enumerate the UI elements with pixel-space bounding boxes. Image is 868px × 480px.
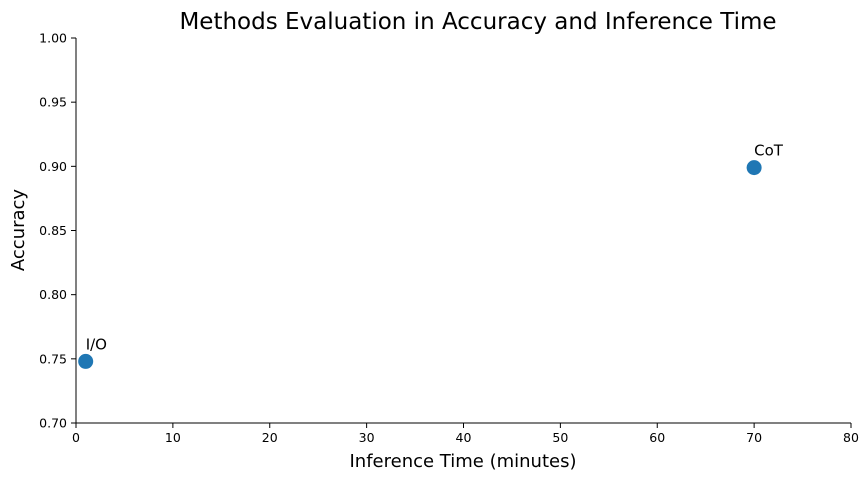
x-tick-label: 10 (165, 430, 181, 445)
x-tick-label: 40 (456, 430, 472, 445)
y-tick-label: 0.70 (39, 416, 67, 431)
y-tick-label: 1.00 (39, 31, 67, 46)
x-tick-label: 50 (552, 430, 568, 445)
y-tick-label: 0.95 (39, 95, 67, 110)
x-tick-label: 30 (359, 430, 375, 445)
data-point (78, 353, 94, 369)
y-tick-label: 0.90 (39, 159, 67, 174)
data-point-label: I/O (86, 335, 107, 353)
data-point (746, 160, 762, 176)
x-tick-label: 70 (746, 430, 762, 445)
y-tick-label: 0.80 (39, 287, 67, 302)
y-tick-label: 0.85 (39, 223, 67, 238)
x-axis-ticks: 0 10 20 30 40 50 60 70 80 (72, 423, 859, 445)
chart-title: Methods Evaluation in Accuracy and Infer… (179, 9, 776, 35)
data-points: I/O CoT (78, 142, 784, 369)
x-tick-label: 20 (262, 430, 278, 445)
x-tick-label: 60 (649, 430, 665, 445)
plot-area: 0 10 20 30 40 50 60 70 80 0.700.750.800.850.900.… (39, 31, 859, 446)
x-tick-label: 80 (843, 430, 859, 445)
data-point-label: CoT (754, 142, 784, 160)
x-tick-label: 0 (72, 430, 80, 445)
x-axis-title: Inference Time (minutes) (350, 451, 577, 472)
y-axis-ticks: 0.70 0.75 0.80 0.85 0.90 0.95 1.00 (39, 31, 76, 431)
y-tick-label: 0.75 (39, 351, 67, 366)
y-axis-title: Accuracy (8, 189, 29, 272)
